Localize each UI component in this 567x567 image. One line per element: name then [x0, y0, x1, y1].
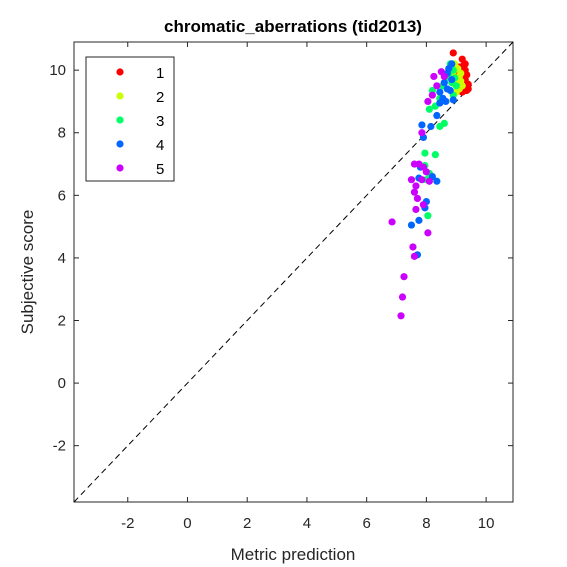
legend-label: 5 — [156, 161, 164, 178]
data-point — [424, 229, 432, 237]
data-point — [452, 82, 460, 90]
data-point — [427, 122, 435, 131]
data-point — [388, 218, 396, 226]
data-point — [415, 216, 423, 224]
data-point — [422, 168, 430, 176]
data-point — [448, 75, 456, 84]
y-tick-label: 0 — [58, 375, 66, 392]
data-point — [433, 111, 441, 120]
data-point — [410, 252, 419, 260]
data-point — [418, 176, 426, 184]
legend-marker — [116, 140, 124, 148]
legend-marker — [116, 68, 124, 76]
legend-marker — [116, 92, 124, 100]
legend-label: 2 — [156, 89, 164, 106]
reference-line — [73, 41, 514, 503]
x-tick-label: 4 — [303, 515, 311, 532]
data-point — [440, 79, 448, 87]
y-tick-label: 2 — [58, 313, 66, 330]
data-point — [418, 121, 426, 129]
legend-box — [85, 56, 175, 182]
ref-line-layer — [73, 41, 514, 503]
x-tick-label: 6 — [362, 515, 370, 532]
y-tick-label: 6 — [58, 187, 66, 204]
data-point — [436, 122, 444, 131]
x-axis-label: Metric prediction — [231, 545, 356, 564]
data-point — [433, 177, 441, 185]
data-point — [418, 129, 426, 137]
data-point — [430, 72, 438, 81]
y-axis-label: Subjective score — [18, 210, 37, 335]
data-point — [457, 69, 465, 77]
data-points-layer — [388, 49, 472, 320]
data-point — [449, 96, 457, 104]
x-tick-label: 10 — [478, 515, 495, 532]
x-tick-label: 0 — [183, 515, 191, 532]
data-point — [428, 91, 436, 99]
data-point — [449, 49, 457, 57]
y-tick-label: -2 — [53, 438, 66, 455]
legend-label: 4 — [156, 137, 164, 154]
legend-label: 3 — [156, 113, 164, 130]
data-point — [425, 177, 433, 185]
data-point — [410, 188, 419, 196]
data-point — [412, 205, 420, 214]
data-point — [436, 99, 444, 107]
y-tick-label: 4 — [58, 250, 66, 267]
legend-marker — [116, 116, 124, 124]
data-point — [407, 176, 416, 184]
data-point — [442, 97, 450, 106]
data-point — [419, 201, 428, 209]
x-tick-label: -2 — [121, 515, 134, 532]
chart-title: chromatic_aberrations (tid2013) — [164, 17, 422, 36]
legend-marker — [116, 164, 124, 172]
y-ticks: -2 0 2 4 6 8 10 — [49, 62, 513, 455]
x-tick-label: 2 — [243, 515, 251, 532]
data-point — [436, 88, 444, 96]
legend-label: 1 — [156, 65, 164, 82]
data-point — [425, 105, 433, 113]
data-point — [424, 212, 432, 220]
data-point — [431, 151, 439, 159]
data-point — [398, 293, 407, 301]
x-ticks: -2 0 2 4 6 8 10 — [121, 42, 494, 532]
data-point — [433, 82, 441, 90]
data-point — [397, 312, 405, 320]
x-tick-label: 8 — [422, 515, 430, 532]
data-point — [440, 72, 448, 81]
data-point — [421, 149, 429, 157]
y-tick-label: 8 — [58, 125, 66, 142]
data-point — [464, 85, 472, 93]
data-point — [400, 273, 408, 281]
data-point — [446, 86, 454, 95]
data-point — [407, 221, 416, 229]
data-point — [412, 182, 420, 190]
data-point — [461, 60, 469, 68]
data-point — [409, 243, 417, 251]
data-point — [413, 194, 422, 203]
legend: 1 2 3 4 5 — [85, 56, 175, 182]
y-tick-label: 10 — [49, 62, 66, 79]
data-point — [424, 97, 432, 106]
